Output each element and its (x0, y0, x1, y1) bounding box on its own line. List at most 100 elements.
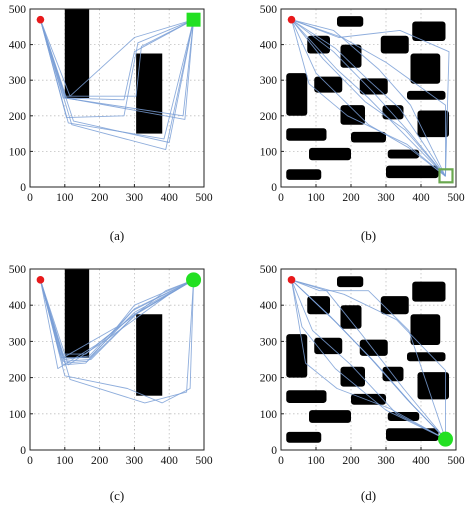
panel-d: 0 100 200 300 400 500 0 100 200 300 400 500 (d) (260, 264, 465, 503)
obstacle-13 (286, 128, 327, 141)
panel-caption: (d) (361, 488, 376, 503)
obstacle-1 (412, 21, 446, 42)
plot-frame (280, 268, 457, 451)
y-tick-label-5: 500 (260, 4, 278, 16)
panel-caption: (b) (361, 228, 376, 243)
planned-path-6 (291, 19, 450, 177)
obstacle-13 (286, 390, 327, 403)
planned-path-5 (39, 19, 195, 140)
obstacle-4 (380, 296, 409, 315)
obstacle-8 (359, 339, 388, 356)
y-tick-label-4: 400 (260, 300, 278, 312)
obstacle-4 (380, 35, 409, 54)
planned-path-7 (39, 279, 194, 370)
planned-path-4 (39, 19, 195, 143)
y-tick-label-3: 300 (260, 75, 278, 87)
obstacle-14 (351, 131, 386, 143)
planned-path-8 (291, 19, 446, 177)
x-tick-label-1: 100 (307, 192, 325, 204)
x-tick-label-1: 100 (56, 455, 74, 467)
x-tick-label-3: 300 (377, 455, 395, 467)
panel-b: 0 100 200 300 400 500 0 100 200 300 400 500 (b) (260, 4, 465, 243)
obstacle-0 (64, 269, 90, 358)
obstacle-14 (351, 393, 386, 405)
start-point (287, 276, 296, 284)
x-tick-label-4: 400 (412, 192, 430, 204)
obstacle-6 (286, 334, 308, 378)
planned-path-8 (39, 279, 195, 404)
start-point (287, 15, 296, 24)
x-tick-label-2: 200 (91, 192, 109, 204)
start-point (36, 15, 45, 24)
y-tick-label-0: 0 (271, 182, 277, 194)
x-tick-label-2: 200 (342, 455, 360, 467)
planned-path-5 (291, 279, 446, 440)
y-tick-label-2: 200 (260, 373, 278, 385)
x-tick-label-0: 0 (27, 455, 33, 467)
start-point (36, 276, 45, 284)
x-tick-label-2: 200 (342, 192, 360, 204)
plot-frame (29, 8, 205, 188)
x-tick-label-2: 200 (91, 455, 109, 467)
obstacle-0 (337, 16, 364, 27)
x-tick-label-5: 500 (195, 192, 213, 204)
x-tick-label-3: 300 (126, 192, 144, 204)
obstacle-15 (309, 410, 351, 423)
obstacle-5 (410, 314, 441, 346)
obstacle-12 (417, 110, 449, 138)
planned-path-4 (39, 279, 194, 360)
planned-path-8 (39, 19, 195, 120)
y-tick-label-5: 500 (9, 264, 27, 276)
obstacle-1 (136, 53, 163, 134)
planned-path-10 (39, 279, 194, 359)
obstacle-3 (340, 305, 362, 329)
y-tick-label-3: 300 (9, 75, 27, 87)
y-tick-label-0: 0 (20, 445, 26, 457)
x-tick-label-0: 0 (278, 192, 284, 204)
planned-path-0 (39, 19, 194, 101)
planned-path-1 (39, 19, 194, 97)
y-tick-label-4: 400 (9, 300, 27, 312)
x-tick-label-1: 100 (56, 192, 74, 204)
x-tick-label-1: 100 (307, 455, 325, 467)
x-tick-label-5: 500 (195, 455, 213, 467)
y-tick-label-1: 100 (9, 146, 27, 158)
goal-point (186, 272, 202, 288)
y-tick-label-2: 200 (9, 111, 27, 123)
goal-point (438, 431, 453, 447)
obstacle-10 (340, 366, 365, 387)
panel-caption: (a) (110, 228, 124, 243)
obstacle-12 (417, 372, 449, 400)
planned-path-7 (291, 279, 446, 440)
planned-path-7 (39, 19, 195, 117)
x-tick-label-3: 300 (377, 192, 395, 204)
x-tick-label-4: 400 (161, 455, 179, 467)
planned-path-0 (291, 19, 446, 177)
planned-path-8 (291, 279, 446, 440)
y-tick-label-2: 200 (260, 111, 278, 123)
panel-a: 0 100 200 300 400 500 0 100 200 300 400 500 (a) (9, 4, 213, 243)
y-tick-label-0: 0 (20, 182, 26, 194)
obstacle-16 (387, 149, 420, 159)
planned-path-4 (291, 279, 446, 440)
x-tick-label-0: 0 (278, 455, 284, 467)
y-tick-label-4: 400 (9, 40, 27, 52)
x-tick-label-4: 400 (161, 192, 179, 204)
planned-path-1 (39, 279, 194, 362)
obstacle-7 (314, 337, 343, 355)
y-tick-label-5: 500 (9, 4, 27, 16)
planned-path-2 (39, 19, 194, 119)
obstacle-18 (386, 428, 439, 441)
obstacle-11 (382, 105, 404, 120)
y-tick-label-3: 300 (9, 336, 27, 348)
obstacle-17 (286, 431, 322, 443)
obstacle-9 (407, 352, 446, 362)
planned-path-2 (291, 279, 446, 440)
obstacle-1 (136, 314, 163, 396)
planned-path-6 (39, 19, 194, 97)
y-tick-label-1: 100 (260, 146, 278, 158)
plot-frame (29, 268, 205, 451)
planned-path-3 (39, 19, 195, 151)
planned-path-3 (291, 19, 446, 177)
obstacle-10 (340, 105, 365, 125)
